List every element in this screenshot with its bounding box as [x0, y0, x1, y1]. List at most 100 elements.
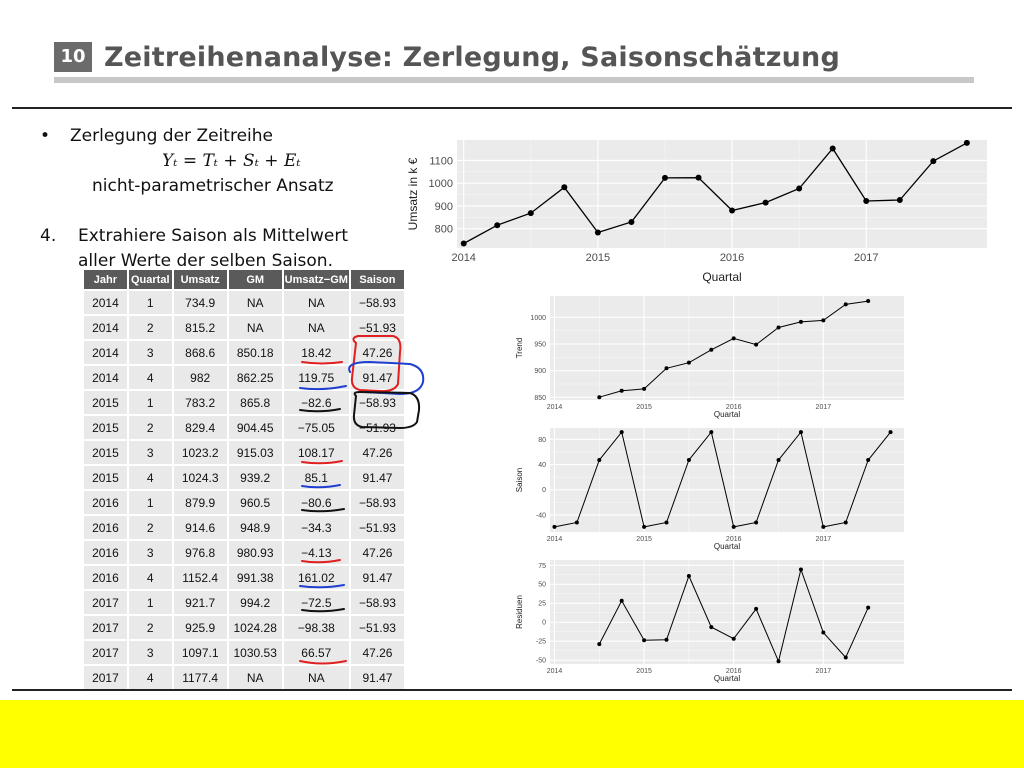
table-row: 2014 4 982 862.25 119.75 91.47 [84, 366, 404, 389]
table-cell: 47.26 [350, 341, 404, 364]
data-point [619, 430, 624, 435]
data-point [798, 319, 803, 324]
table-cell: 2014 [84, 341, 127, 364]
table-cell: −75.05 [283, 416, 349, 439]
x-tick-label: 2016 [726, 668, 742, 675]
y-tick-label: 50 [538, 582, 546, 589]
table-cell: 1 [128, 491, 172, 514]
table-cell: 2017 [84, 641, 127, 664]
table-cell: 66.57 [283, 641, 349, 664]
x-tick-label: 2015 [636, 668, 652, 675]
table-cell: 4 [128, 466, 172, 489]
y-tick-label: 80 [538, 437, 546, 444]
table-header: Umsatz [173, 270, 227, 289]
y-tick-label: 1100 [429, 155, 453, 167]
data-point [574, 520, 579, 525]
table-cell: −51.93 [350, 316, 404, 339]
data-point [963, 139, 970, 146]
data-point [664, 520, 669, 525]
y-tick-label: 900 [534, 368, 546, 375]
table-cell: 948.9 [228, 516, 282, 539]
table-row: 2016 2 914.6 948.9 −34.3 −51.93 [84, 516, 404, 539]
table-cell: 904.45 [228, 416, 282, 439]
table-cell: 3 [128, 441, 172, 464]
table-cell: 850.18 [228, 341, 282, 364]
table-cell: −51.93 [350, 416, 404, 439]
table-row: 2014 2 815.2 NA NA −51.93 [84, 316, 404, 339]
table-header: Saison [350, 270, 404, 289]
table-cell: 2 [128, 316, 172, 339]
data-point [619, 388, 624, 393]
data-table: Jahr Quartal Umsatz GM Umsatz−GM Saison … [82, 268, 406, 691]
y-tick-label: -25 [536, 639, 546, 646]
data-point [896, 197, 903, 204]
table-cell: 829.4 [173, 416, 227, 439]
x-axis-label: Quartal [714, 410, 740, 419]
table-cell: 2014 [84, 366, 127, 389]
bullet-marker: • [40, 126, 51, 146]
data-point [776, 457, 781, 462]
slide-number: 10 [54, 42, 92, 72]
data-point [863, 198, 870, 205]
table-row: 2015 2 829.4 904.45 −75.05 −51.93 [84, 416, 404, 439]
table-cell: NA [228, 291, 282, 314]
x-tick-label: 2014 [547, 404, 563, 411]
data-point [628, 218, 635, 225]
table-row: 2014 1 734.9 NA NA −58.93 [84, 291, 404, 314]
x-tick-label: 2017 [816, 668, 832, 675]
table-cell: −4.13 [283, 541, 349, 564]
table-cell: 994.2 [228, 591, 282, 614]
x-tick-label: 2015 [636, 404, 652, 411]
table-row: 2017 1 921.7 994.2 −72.5 −58.93 [84, 591, 404, 614]
data-point [866, 605, 871, 610]
step-number: 4. [40, 226, 57, 246]
footer-bar [0, 700, 1024, 768]
table-row: 2015 3 1023.2 915.03 108.17 47.26 [84, 441, 404, 464]
content-text: • Zerlegung der Zeitreihe Yₜ = Tₜ + Sₜ + … [40, 124, 348, 267]
x-tick-label: 2016 [726, 536, 742, 543]
data-point [664, 366, 669, 371]
table-cell: 815.2 [173, 316, 227, 339]
data-point [642, 638, 647, 643]
table-cell: 925.9 [173, 616, 227, 639]
table-cell: 921.7 [173, 591, 227, 614]
table-cell: 47.26 [350, 441, 404, 464]
table-header: GM [228, 270, 282, 289]
x-axis-label: Quartal [702, 270, 741, 284]
data-point [843, 520, 848, 525]
table-cell: 1 [128, 291, 172, 314]
data-point [821, 630, 826, 635]
data-point [843, 302, 848, 307]
table-cell: 2016 [84, 516, 127, 539]
y-tick-label: 1000 [530, 315, 546, 322]
data-point [821, 318, 826, 323]
header-divider [12, 107, 1012, 109]
data-point [709, 347, 714, 352]
table-cell: 2 [128, 416, 172, 439]
table-row: 2016 3 976.8 980.93 −4.13 47.26 [84, 541, 404, 564]
x-tick-label: 2014 [547, 668, 563, 675]
data-point [731, 524, 736, 529]
table-cell: 982 [173, 366, 227, 389]
table-cell: 783.2 [173, 391, 227, 414]
data-point [754, 342, 759, 347]
table-cell: −58.93 [350, 591, 404, 614]
data-point [843, 655, 848, 660]
data-point [695, 174, 702, 181]
plot-panel [550, 428, 904, 532]
table-cell: 1177.4 [173, 666, 227, 689]
table-cell: 119.75 [283, 366, 349, 389]
table-header: Quartal [128, 270, 172, 289]
table-cell: 865.8 [228, 391, 282, 414]
table-row: 2017 4 1177.4 NA NA 91.47 [84, 666, 404, 689]
table-cell: 879.9 [173, 491, 227, 514]
data-point [762, 199, 769, 206]
x-tick-label: 2016 [720, 252, 744, 264]
series-line [463, 142, 968, 245]
table-cell: NA [283, 666, 349, 689]
table-cell: −82.6 [283, 391, 349, 414]
table-row: 2015 1 783.2 865.8 −82.6 −58.93 [84, 391, 404, 414]
table-cell: 91.47 [350, 366, 404, 389]
residuen-chart: -50 -25 0 25 50 75 2014 2015 2016 2017 Quartal Resi… [515, 560, 904, 683]
table-cell: 939.2 [228, 466, 282, 489]
